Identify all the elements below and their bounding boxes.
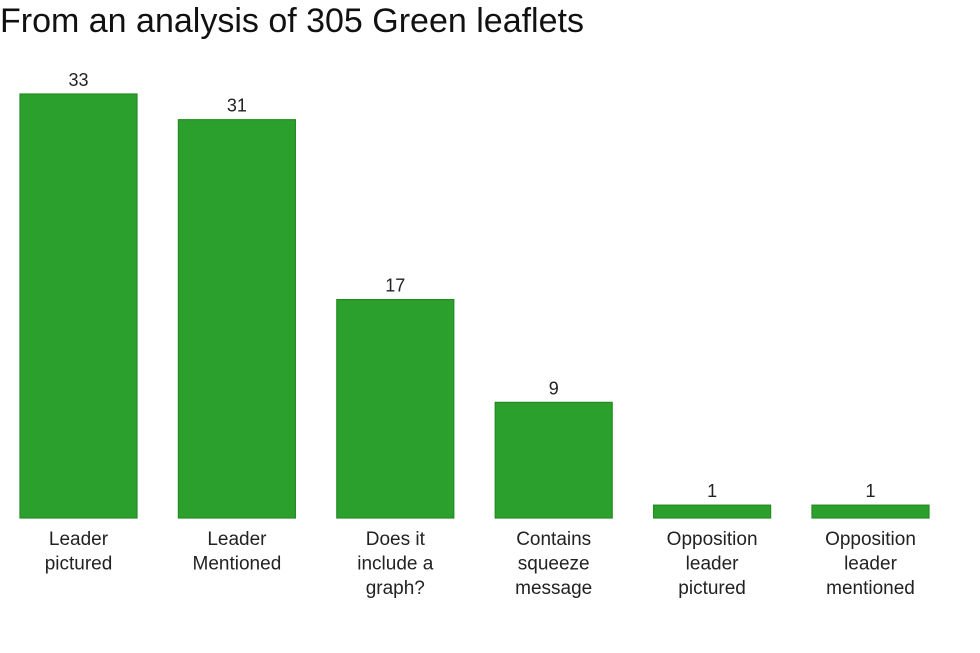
category-label: Leader Mentioned	[193, 529, 282, 575]
bar	[494, 401, 613, 519]
bar	[811, 504, 930, 519]
category-label: Leader pictured	[45, 529, 113, 575]
category-label-line: message	[515, 578, 592, 599]
category-label-line: Does it	[366, 529, 426, 550]
bar-value-label: 17	[385, 276, 405, 296]
category-labels-group: Leader pictured Leader Mentioned Does it incl…	[45, 529, 916, 599]
category-label-line: Opposition	[825, 529, 916, 550]
bar-value-label: 9	[549, 378, 559, 398]
bar	[19, 93, 138, 519]
chart-title: From an analysis of 305 Green leaflets	[0, 2, 584, 40]
category-label: Opposition leader pictured	[667, 529, 758, 599]
bars-group	[19, 93, 930, 519]
category-label-line: include a	[357, 554, 433, 575]
bar	[652, 504, 772, 519]
category-label-line: squeeze	[518, 554, 590, 575]
category-label: Does it include a graph?	[357, 529, 433, 599]
category-label-line: Contains	[516, 529, 591, 550]
category-label-line: graph?	[366, 578, 425, 599]
bar-value-label: 31	[227, 96, 247, 116]
bar	[336, 298, 455, 519]
category-label-line: Opposition	[667, 529, 758, 550]
category-label-line: pictured	[45, 554, 113, 575]
category-label-line: mentioned	[826, 578, 915, 599]
category-label: Contains squeeze message	[515, 529, 592, 599]
category-label-line: Leader	[207, 529, 267, 550]
category-label-line: leader	[844, 554, 897, 575]
bar-value-label: 1	[865, 481, 875, 501]
category-label-line: leader	[686, 554, 739, 575]
category-label-line: Mentioned	[193, 554, 282, 575]
bar-value-label: 1	[707, 481, 717, 501]
bar	[177, 119, 296, 519]
category-label-line: Leader	[49, 529, 109, 550]
bar-value-label: 33	[68, 70, 88, 90]
value-labels-group: 33 31 17 9 1 1	[68, 70, 875, 501]
category-label: Opposition leader mentioned	[825, 529, 916, 599]
category-label-line: pictured	[678, 578, 746, 599]
